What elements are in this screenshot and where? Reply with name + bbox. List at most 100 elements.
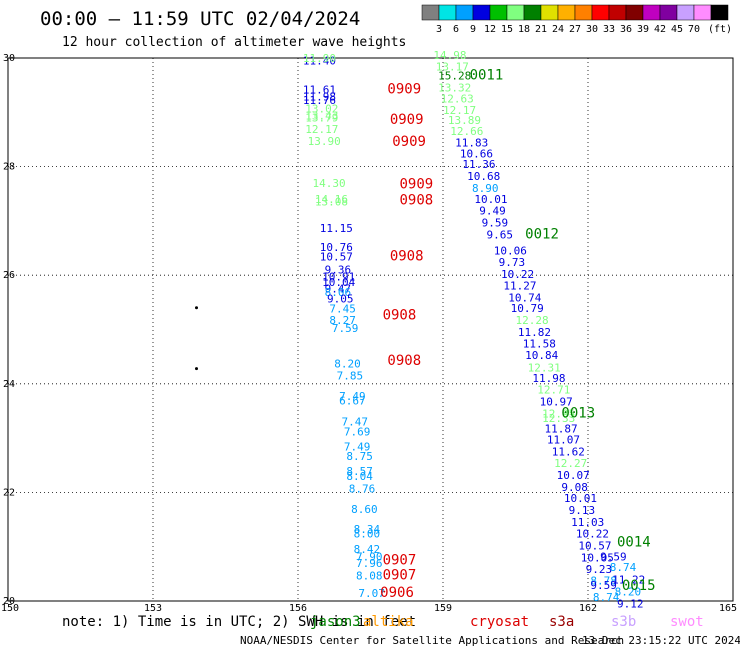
wave-height-label: 9.08	[561, 481, 588, 494]
colorbar-swatch	[506, 4, 525, 21]
wave-height-label: 9.65	[487, 228, 514, 241]
wave-height-label: 7.96	[356, 557, 383, 570]
wave-height-label: 8.42	[354, 543, 381, 556]
colorbar-legend: 3 6 9 12 15 18 21 24 27 30 33 36 39 42 45 70 (ft)	[421, 4, 732, 35]
wave-height-label: 10.76	[320, 241, 353, 254]
wave-height-label: 11.03	[571, 516, 604, 529]
pass-time-label: 0908	[383, 308, 417, 324]
wave-height-label: 7.07	[358, 587, 385, 600]
pass-time-label: 0015	[622, 578, 656, 594]
wave-height-label: 10.79	[511, 302, 544, 315]
y-tick-label: 28	[3, 162, 15, 173]
pass-time-label: 0909	[400, 176, 434, 192]
wave-height-label: 12.31	[528, 361, 561, 374]
wave-height-label: 11.98	[532, 372, 565, 385]
y-tick-label: 22	[3, 487, 15, 498]
wave-height-label: 9.59	[600, 550, 627, 563]
y-tick-label: 20	[3, 596, 15, 607]
wave-height-label: 12.66	[450, 125, 483, 138]
colorbar-tick-label: 9	[470, 24, 476, 35]
wave-height-label: 12.33	[542, 412, 575, 425]
colorbar-tick-label: 24	[552, 24, 564, 35]
wave-height-label: 11.62	[552, 445, 585, 458]
colorbar-swatch	[421, 4, 440, 21]
wave-height-label: 14.30	[313, 177, 346, 190]
wave-height-label: 9.23	[586, 563, 613, 576]
chart-subtitle: 12 hour collection of altimeter wave hei…	[62, 35, 406, 50]
wave-height-label: 8.00	[354, 527, 381, 540]
y-tick-label: 24	[3, 379, 15, 390]
wave-height-label: 9.05	[327, 292, 354, 305]
pass-time-label: 0908	[387, 353, 421, 369]
colorbar-tick-label: 45	[671, 24, 683, 35]
x-tick-label: 162	[579, 603, 597, 614]
wave-height-label: 11.90	[303, 52, 336, 65]
wave-height-label: 8.04	[346, 470, 373, 483]
wave-height-label: 13.90	[308, 135, 341, 148]
colorbar-swatch	[540, 4, 559, 21]
x-tick-label: 150	[1, 603, 19, 614]
satellite-swot: swot	[670, 614, 704, 630]
pass-time-label: 0909	[387, 81, 421, 97]
wave-height-label: 8.57	[346, 465, 373, 478]
wave-height-label: 13.17	[436, 60, 469, 73]
wave-height-label: 8.27	[329, 314, 356, 327]
wave-height-label: 11.40	[303, 55, 336, 68]
wave-height-label: 7.85	[337, 369, 364, 382]
chart-title: 00:00 – 11:59 UTC 02/04/2024	[40, 8, 360, 30]
wave-height-label: 8.34	[354, 523, 381, 536]
wave-height-label: 13.43	[305, 109, 338, 122]
colorbar-swatch	[574, 4, 593, 21]
colorbar-swatch	[625, 4, 644, 21]
wave-height-label: 10.01	[564, 492, 597, 505]
wave-height-label: 11.58	[523, 337, 556, 350]
wave-height-label: 7.45	[329, 303, 356, 316]
pass-time-label: 0909	[390, 112, 424, 128]
colorbar-tick-label: 18	[518, 24, 530, 35]
wave-height-label: 13.79	[305, 112, 338, 125]
wave-height-label: 11.98	[303, 90, 336, 103]
wave-height-label: 7.49	[339, 390, 366, 403]
colorbar-unit: (ft)	[708, 24, 732, 35]
wave-height-label: 10.01	[474, 193, 507, 206]
pass-time-label: 0907	[383, 553, 417, 569]
y-tick-label: 26	[3, 270, 15, 281]
pass-time-label: 0907	[383, 567, 417, 583]
x-tick-label: 153	[144, 603, 162, 614]
wave-height-label: 11.36	[462, 158, 495, 171]
colorbar-swatch	[557, 4, 576, 21]
wave-height-label: 11.61	[303, 83, 336, 96]
wave-height-label: 12.85	[542, 407, 575, 420]
wave-height-label: 10.07	[557, 469, 590, 482]
colorbar-tick-label: 70	[688, 24, 700, 35]
colorbar-tick-label: 15	[501, 24, 513, 35]
wave-height-label: 11.22	[612, 574, 645, 587]
colorbar-tick-label: 6	[453, 24, 459, 35]
colorbar-tick-label: 33	[603, 24, 615, 35]
colorbar-swatch	[523, 4, 542, 21]
colorbar-swatch	[608, 4, 627, 21]
wave-height-label: 13.32	[438, 82, 471, 95]
wave-height-label: 8.74	[593, 591, 620, 604]
wave-height-label: 12.17	[443, 104, 476, 117]
wave-height-label: 10.84	[525, 349, 558, 362]
wave-height-label: 10.97	[540, 396, 573, 409]
colorbar-tick-label: 27	[569, 24, 581, 35]
wave-height-label: 6.67	[339, 394, 366, 407]
wave-height-label: 8.75	[346, 450, 373, 463]
wave-height-label: 14.98	[433, 49, 466, 62]
colorbar-tick-label: 36	[620, 24, 632, 35]
wave-height-label: 10.66	[460, 147, 493, 160]
wave-height-label: 10.91	[322, 271, 355, 284]
wave-height-label: 10.57	[320, 251, 353, 264]
wave-height-label: 7.90	[356, 550, 383, 563]
wave-height-label: 10.57	[578, 539, 611, 552]
wave-height-label: 15.28	[438, 70, 471, 83]
colorbar-swatch	[455, 4, 474, 21]
island-dot	[195, 367, 198, 371]
wave-height-label: 13.08	[315, 196, 348, 209]
colorbar-tick-label: 21	[535, 24, 547, 35]
pass-time-label: 0012	[525, 226, 559, 242]
wave-height-label: 9.12	[617, 598, 644, 611]
